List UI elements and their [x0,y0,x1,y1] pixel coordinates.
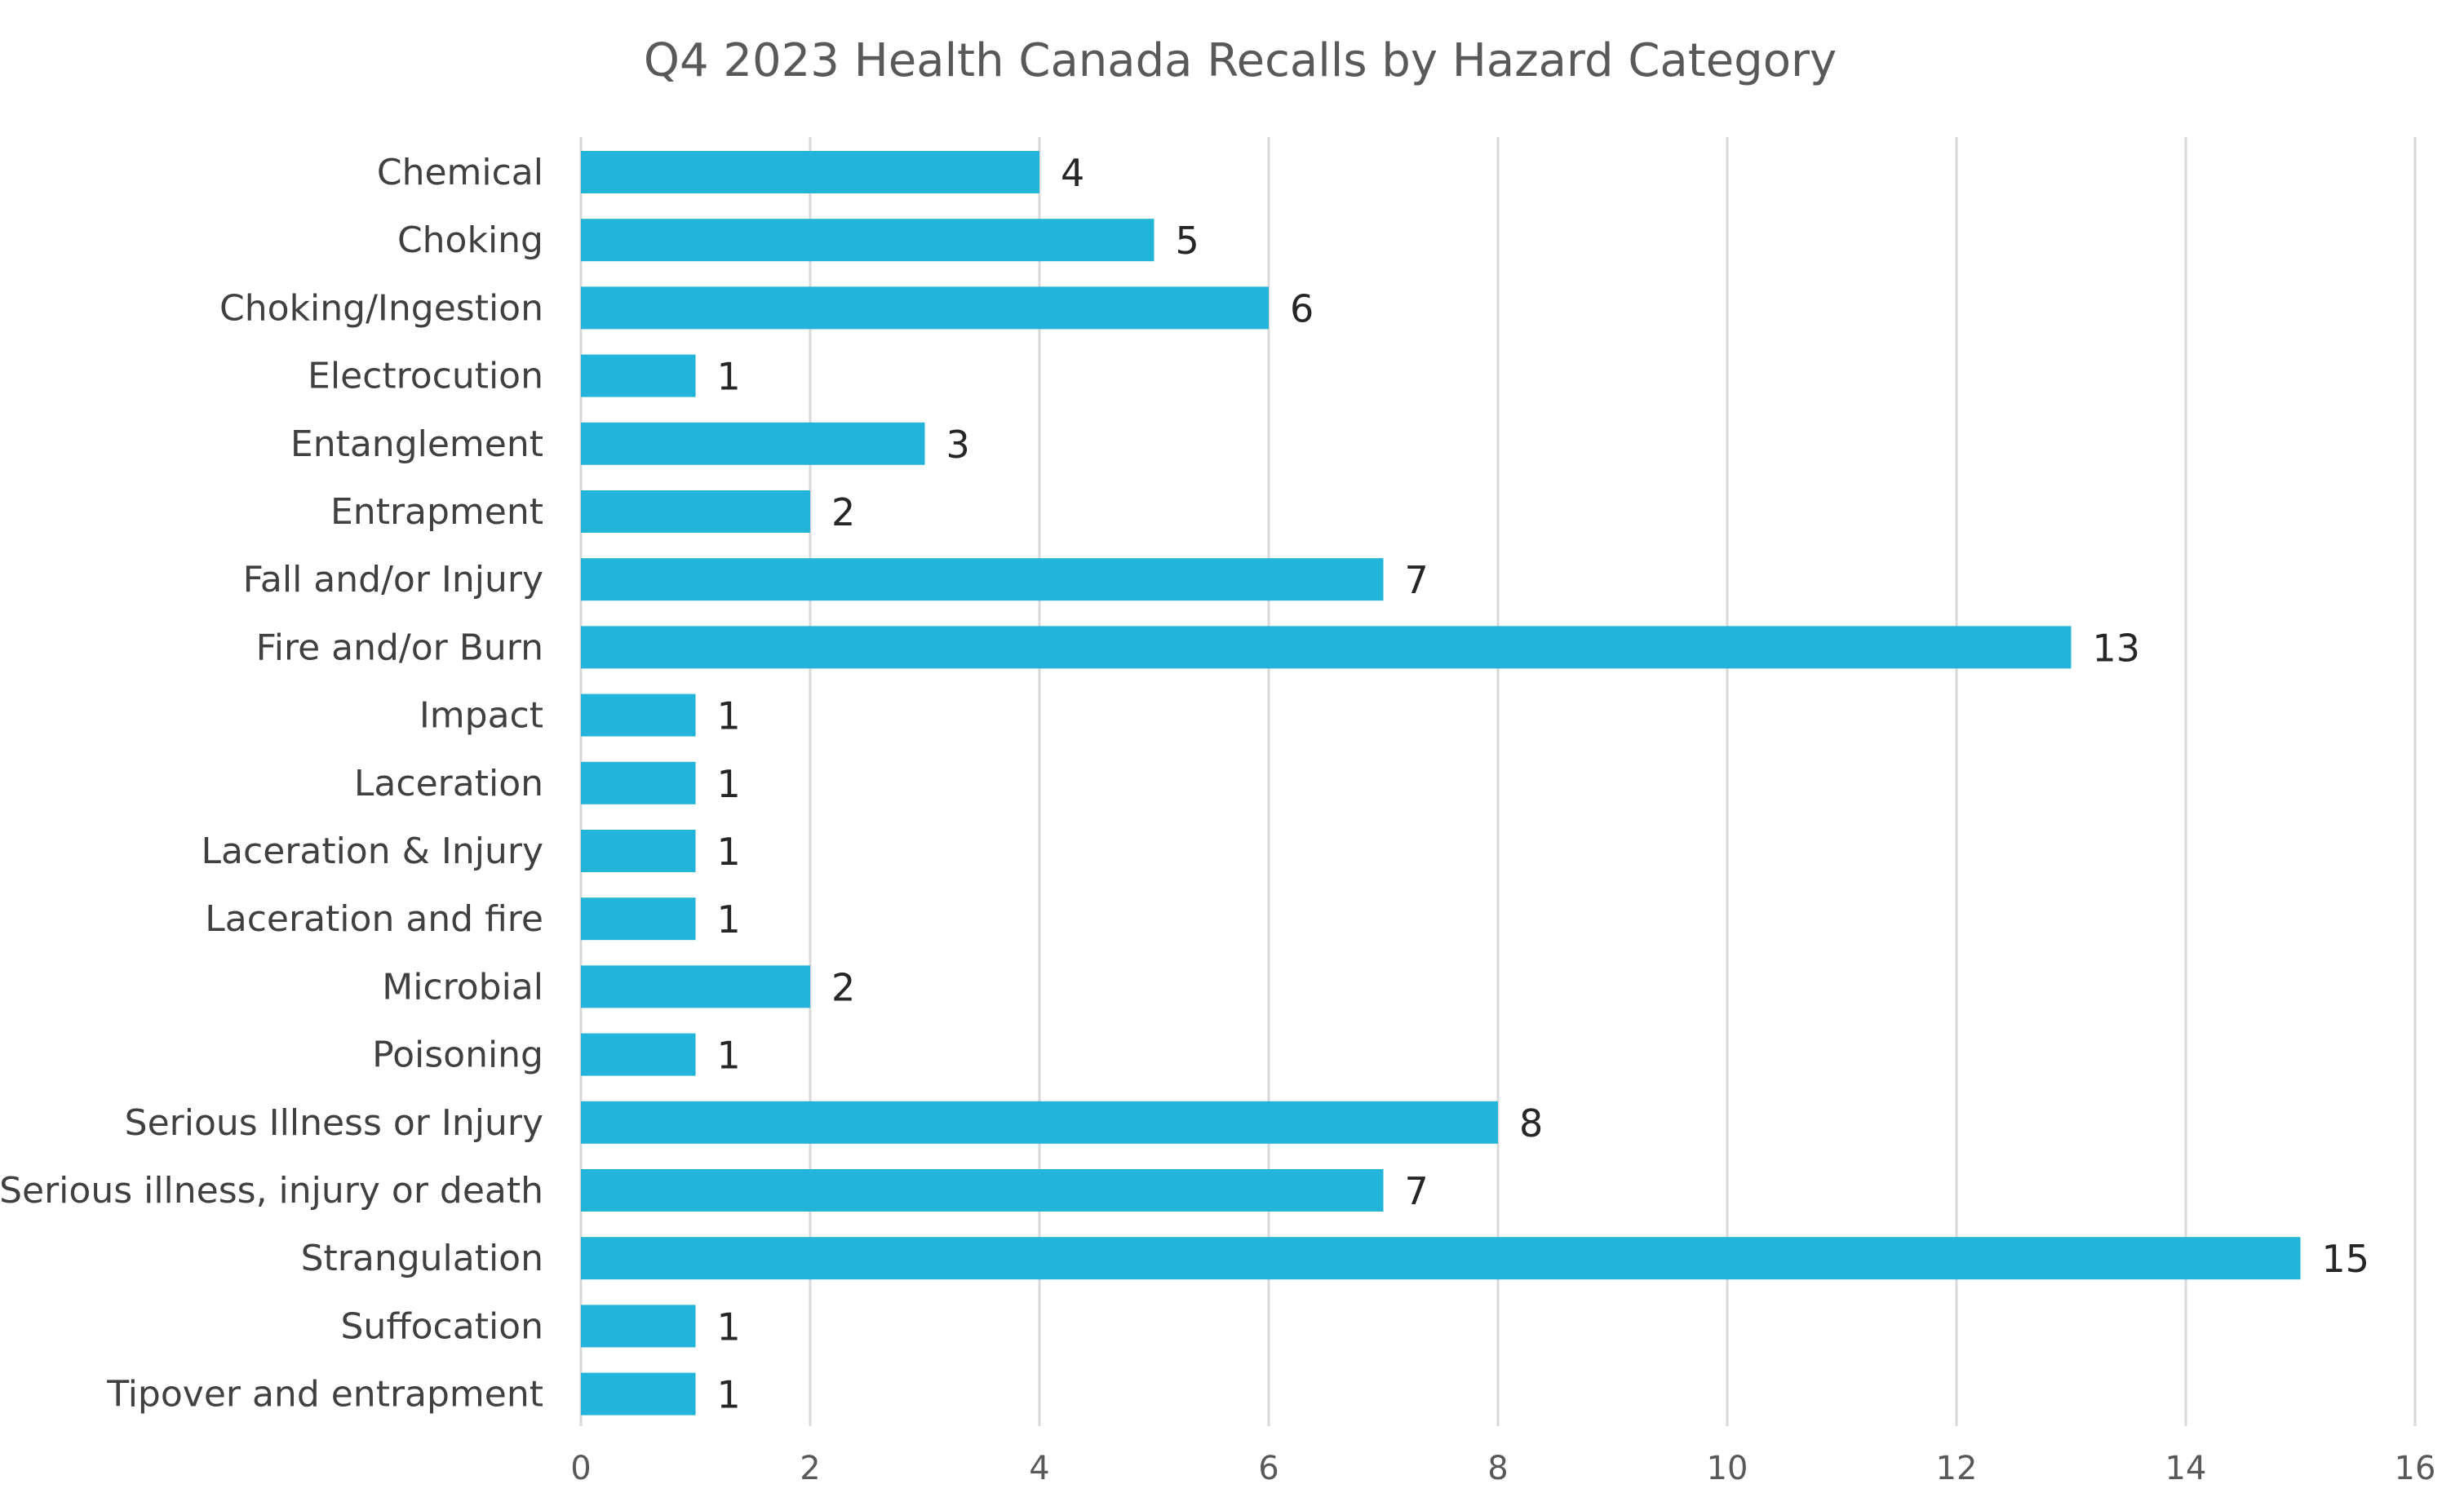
data-label: 7 [1405,1169,1429,1213]
bar [581,761,696,804]
x-tick-label: 0 [570,1450,591,1487]
category-label: Fire and/or Burn [256,627,543,668]
data-label: 13 [2093,626,2141,670]
data-label: 2 [831,965,855,1009]
x-tick-label: 4 [1029,1450,1049,1487]
category-label: Fall and/or Injury [243,559,543,600]
x-tick-label: 10 [1707,1450,1748,1487]
data-label: 1 [717,355,741,399]
bar-layer [581,151,2301,1416]
data-label: 15 [2322,1237,2370,1281]
category-label: Laceration [354,763,543,804]
category-label: Chemical [377,152,543,193]
data-label: 1 [717,1034,741,1078]
bar [581,1372,696,1416]
x-tick-label: 8 [1487,1450,1508,1487]
data-label: 2 [831,490,855,534]
category-label: Entrapment [330,491,543,533]
data-label: 1 [717,1373,741,1417]
category-label: Laceration and fire [205,898,543,940]
bar [581,1237,2301,1280]
bar [581,219,1154,262]
data-label: 7 [1405,558,1429,602]
x-axis-ticks: 0 2 4 6 8 10 12 14 16 [570,1450,2435,1487]
bar [581,830,696,872]
category-label: Laceration & Injury [202,831,543,872]
bar [581,626,2072,669]
category-label: Electrocution [308,356,543,397]
category-label: Microbial [382,966,543,1008]
category-label: Serious illness, injury or death [0,1170,543,1212]
grid-layer [579,137,2417,1426]
bar [581,490,810,533]
category-label: Choking [397,219,543,261]
category-label: Poisoning [372,1035,543,1076]
data-label: 1 [717,897,741,942]
category-label: Entanglement [290,423,543,465]
x-tick-label: 2 [800,1450,820,1487]
bar [581,1033,696,1076]
bar [581,151,1039,193]
bar [581,897,696,941]
bar [581,965,810,1008]
category-label: Suffocation [341,1305,544,1347]
data-label: 4 [1061,151,1084,195]
x-tick-label: 14 [2165,1450,2207,1487]
bar [581,422,925,465]
data-label: 6 [1290,286,1314,330]
chart-title: Q4 2023 Health Canada Recalls by Hazard … [644,34,1837,87]
category-label: Tipover and entrapment [106,1374,543,1416]
data-label: 1 [717,694,741,738]
data-label: 1 [717,762,741,806]
data-label: 8 [1519,1101,1543,1145]
x-tick-label: 16 [2395,1450,2436,1487]
category-label: Strangulation [301,1238,543,1279]
bar [581,286,1269,330]
x-tick-label: 6 [1258,1450,1279,1487]
bar [581,1305,696,1348]
data-label: 1 [717,830,741,874]
bar [581,1169,1384,1212]
label-layer: Chemical 4 Choking 5 Choking/Ingestion 6 Elect… [0,151,2369,1417]
category-label: Serious Illness or Injury [125,1102,543,1144]
bar [581,1101,1498,1144]
bar [581,354,696,397]
data-label: 1 [717,1305,741,1349]
x-tick-label: 12 [1936,1450,1978,1487]
bar [581,558,1384,601]
data-label: 5 [1176,219,1199,263]
data-label: 3 [946,423,970,467]
bar [581,693,696,737]
category-label: Impact [419,695,543,737]
category-label: Choking/Ingestion [219,287,543,329]
